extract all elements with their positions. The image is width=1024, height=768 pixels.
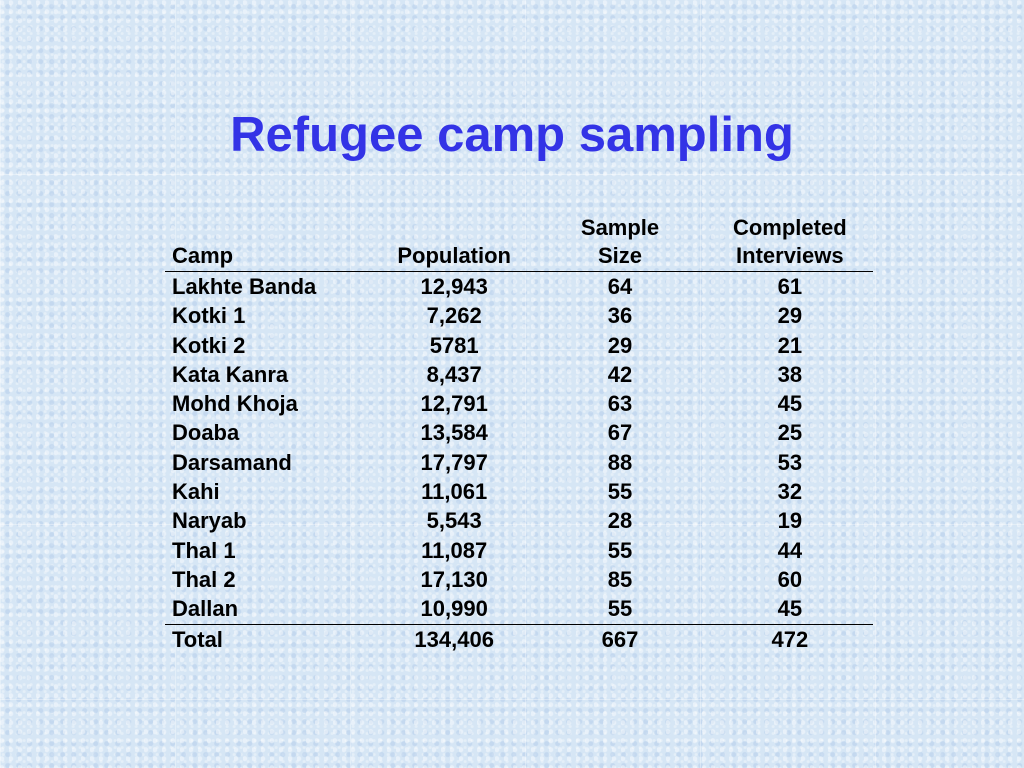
completed-cell: 44 <box>777 537 803 563</box>
population-cell: 10,990 <box>420 596 488 622</box>
population-cell: 12,943 <box>420 274 488 299</box>
header-completed-line2: Interviews <box>736 243 844 268</box>
completed-cell: 32 <box>777 479 803 505</box>
camp-cell: Kata Kanra <box>172 361 289 387</box>
sample-size-cell: 55 <box>607 537 633 563</box>
sample-size-cell: 55 <box>607 479 633 505</box>
camp-cell: Thal 2 <box>172 566 236 592</box>
table-body: Lakhte Banda 12,943 64 61 Kotki 1 7,262 36 29 Ko… <box>165 272 873 624</box>
header-camp: Camp <box>172 243 234 268</box>
completed-cell: 45 <box>777 596 803 622</box>
sampling-table: Camp Population Sample Size Completed In… <box>165 212 873 654</box>
population-cell: 11,061 <box>421 479 488 505</box>
completed-cell: 53 <box>777 449 803 475</box>
total-sample-size: 667 <box>601 626 639 652</box>
table-header-row: Camp Population Sample Size Completed In… <box>165 212 873 272</box>
sample-size-cell: 63 <box>607 391 633 417</box>
total-label: Total <box>172 626 223 652</box>
header-sample-line1: Sample <box>580 215 660 240</box>
table-row: Darsamand 17,797 88 53 <box>165 448 873 477</box>
table-row: Kata Kanra 8,437 42 38 <box>165 360 873 389</box>
header-sample-line2: Size <box>598 243 643 268</box>
sample-size-cell: 85 <box>607 566 633 592</box>
camp-cell: Mohd Khoja <box>172 391 298 417</box>
sample-size-cell: 67 <box>607 420 633 446</box>
total-population: 134,406 <box>414 626 494 652</box>
sample-size-cell: 42 <box>607 361 633 387</box>
camp-cell: Darsamand <box>172 449 292 475</box>
table-row: Mohd Khoja 12,791 63 45 <box>165 389 873 418</box>
camp-cell: Naryab <box>172 508 247 534</box>
camp-cell: Dallan <box>172 596 239 622</box>
sample-size-cell: 88 <box>607 449 633 475</box>
table-row: Dallan 10,990 55 45 <box>165 594 873 623</box>
table-row: Kotki 2 5781 29 21 <box>165 331 873 360</box>
completed-cell: 45 <box>777 391 803 417</box>
camp-cell: Thal 1 <box>172 537 236 563</box>
completed-cell: 19 <box>777 508 803 534</box>
sample-size-cell: 28 <box>607 508 633 534</box>
completed-cell: 61 <box>777 274 803 299</box>
table-row: Doaba 13,584 67 25 <box>165 418 873 447</box>
population-cell: 12,791 <box>420 391 488 417</box>
sample-size-cell: 55 <box>607 596 633 622</box>
camp-cell: Doaba <box>172 420 240 446</box>
header-completed-interviews: Completed Interviews <box>707 214 873 271</box>
population-cell: 17,797 <box>420 449 488 475</box>
table-row: Kahi 11,061 55 32 <box>165 477 873 506</box>
population-cell: 11,087 <box>421 537 488 563</box>
sample-size-cell: 64 <box>607 274 633 299</box>
table-row: Thal 1 11,087 55 44 <box>165 536 873 565</box>
sample-size-cell: 36 <box>607 303 633 329</box>
population-cell: 8,437 <box>426 361 482 387</box>
header-sample-size: Sample Size <box>533 214 706 271</box>
camp-cell: Kahi <box>172 479 220 505</box>
completed-cell: 29 <box>777 303 803 329</box>
completed-cell: 21 <box>777 332 803 358</box>
completed-cell: 60 <box>777 566 803 592</box>
table-row: Kotki 1 7,262 36 29 <box>165 301 873 330</box>
population-cell: 13,584 <box>420 420 488 446</box>
table-row: Thal 2 17,130 85 60 <box>165 565 873 594</box>
header-completed-line1: Completed <box>732 215 847 240</box>
population-cell: 5781 <box>429 332 479 358</box>
completed-cell: 25 <box>777 420 803 446</box>
camp-cell: Kotki 1 <box>172 303 246 329</box>
completed-cell: 38 <box>777 361 803 387</box>
camp-cell: Lakhte Banda <box>172 274 317 299</box>
header-population: Population <box>397 243 511 268</box>
population-cell: 7,262 <box>426 303 482 329</box>
population-cell: 17,130 <box>420 566 488 592</box>
total-completed: 472 <box>771 626 809 652</box>
table-row: Naryab 5,543 28 19 <box>165 506 873 535</box>
population-cell: 5,543 <box>426 508 482 534</box>
sample-size-cell: 29 <box>607 332 633 358</box>
table-row: Lakhte Banda 12,943 64 61 <box>165 272 873 301</box>
table-total-row: Total 134,406 667 472 <box>165 623 873 654</box>
camp-cell: Kotki 2 <box>172 332 246 358</box>
slide-title: Refugee camp sampling <box>230 108 794 162</box>
